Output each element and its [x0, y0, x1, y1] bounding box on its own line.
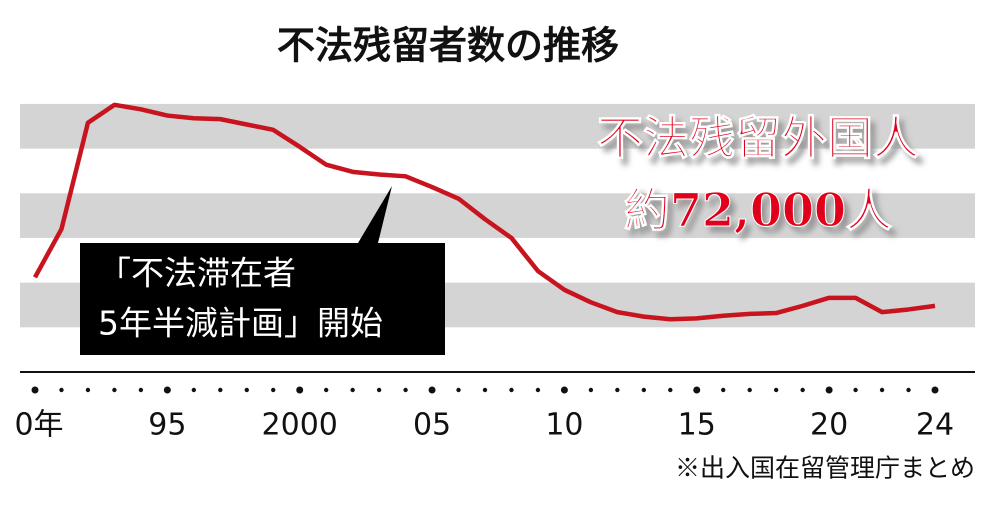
x-tick-label: 24 — [916, 408, 954, 443]
x-dot — [906, 387, 911, 393]
x-dot — [773, 387, 779, 393]
x-dot — [641, 387, 647, 393]
grid-band — [20, 103, 975, 149]
x-dot — [509, 387, 514, 393]
x-dot — [588, 387, 594, 393]
x-tick — [825, 386, 833, 394]
x-tick — [163, 386, 171, 394]
callout-text: 「不法滞在者 — [98, 254, 296, 293]
x-dot — [721, 387, 726, 393]
x-dot — [615, 387, 620, 393]
x-dot — [191, 387, 197, 393]
x-dot — [456, 387, 461, 393]
x-tick — [693, 386, 701, 394]
callout-box — [80, 186, 445, 355]
x-tick-label: 2000 — [262, 408, 338, 443]
x-dot — [138, 387, 144, 393]
x-dot — [59, 387, 64, 393]
x-dot — [112, 387, 117, 393]
x-tick-label: 10 — [545, 408, 583, 443]
x-tick — [296, 386, 304, 394]
x-dot — [271, 387, 276, 393]
x-tick — [31, 386, 39, 394]
x-dot — [853, 387, 858, 393]
x-tick-label: 05 — [413, 408, 451, 443]
x-dot — [668, 387, 673, 393]
x-dot — [482, 387, 488, 393]
x-tick — [560, 386, 568, 394]
source-note: ※出入国在留管理庁まとめ — [675, 454, 975, 483]
x-tick-label: 95 — [148, 408, 186, 443]
x-tick — [428, 386, 436, 394]
chart-title: 不法残留者数の推移 — [277, 24, 619, 68]
x-dot — [85, 387, 91, 393]
x-dot — [376, 387, 382, 393]
x-tick-label: 0年 — [14, 408, 63, 443]
x-dot — [879, 387, 885, 393]
x-tick-label: 15 — [678, 408, 716, 443]
highlight-text: 不法残留外国人 — [597, 111, 919, 165]
x-tick — [931, 386, 939, 394]
callout-text: 5年半減計画」開始 — [98, 304, 383, 343]
x-dot — [323, 387, 329, 393]
x-dot — [218, 387, 223, 393]
x-dot — [403, 387, 408, 393]
x-tick-label: 20 — [810, 408, 848, 443]
x-dot — [244, 387, 249, 393]
x-dot — [535, 387, 541, 393]
x-dot — [350, 387, 355, 393]
data-line — [33, 102, 936, 322]
highlight-text: 約72,000人 — [624, 183, 892, 237]
x-dot — [747, 387, 752, 393]
x-dot — [800, 387, 805, 393]
